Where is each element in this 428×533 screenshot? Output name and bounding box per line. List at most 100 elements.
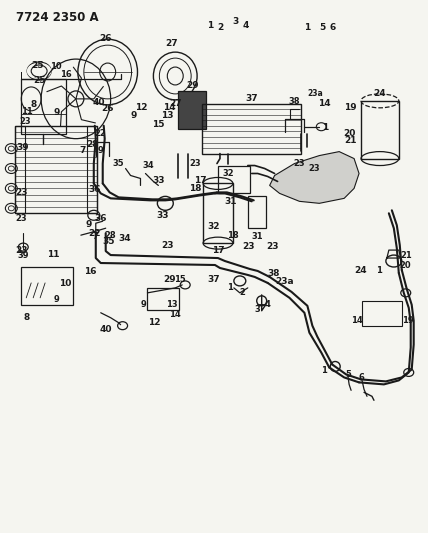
Text: 14: 14 bbox=[318, 99, 331, 108]
Text: 23: 23 bbox=[15, 214, 27, 223]
Text: 2: 2 bbox=[217, 23, 223, 33]
Bar bbox=[218, 166, 250, 193]
Text: 4: 4 bbox=[243, 21, 249, 30]
Text: 15: 15 bbox=[174, 276, 186, 285]
Text: 10: 10 bbox=[59, 279, 71, 288]
Text: 3: 3 bbox=[232, 17, 238, 26]
Text: 7: 7 bbox=[93, 232, 98, 241]
Text: 19: 19 bbox=[402, 316, 413, 325]
Text: 7: 7 bbox=[79, 147, 85, 156]
Ellipse shape bbox=[28, 64, 50, 78]
Text: 23a: 23a bbox=[275, 277, 294, 286]
Text: 26: 26 bbox=[99, 34, 112, 43]
Text: 4: 4 bbox=[265, 300, 270, 309]
Text: 1: 1 bbox=[376, 266, 382, 276]
Text: 21: 21 bbox=[345, 136, 357, 145]
Text: 24: 24 bbox=[354, 266, 367, 275]
Polygon shape bbox=[270, 151, 359, 203]
Bar bbox=[248, 196, 266, 228]
Text: 21: 21 bbox=[401, 251, 413, 260]
Text: 23a: 23a bbox=[307, 90, 323, 99]
Text: 17: 17 bbox=[194, 176, 207, 185]
Bar bbox=[203, 183, 233, 243]
Text: 39: 39 bbox=[18, 251, 29, 260]
Text: 18: 18 bbox=[227, 231, 239, 240]
Text: 8: 8 bbox=[23, 313, 30, 322]
Text: 13: 13 bbox=[161, 111, 173, 120]
Text: 23: 23 bbox=[294, 159, 305, 168]
Text: 12: 12 bbox=[136, 103, 148, 112]
Text: 8: 8 bbox=[30, 100, 36, 109]
Text: 23: 23 bbox=[267, 242, 279, 251]
Text: 39: 39 bbox=[16, 143, 29, 152]
Text: 14: 14 bbox=[163, 103, 175, 112]
Bar bbox=[361, 101, 399, 158]
Text: 31: 31 bbox=[224, 197, 236, 206]
Text: 28: 28 bbox=[105, 231, 116, 240]
Text: 36: 36 bbox=[95, 214, 107, 223]
Text: 9: 9 bbox=[54, 108, 60, 117]
Text: 33: 33 bbox=[156, 211, 169, 220]
Text: 20: 20 bbox=[399, 261, 410, 270]
Text: 34: 34 bbox=[119, 235, 131, 244]
Text: 6: 6 bbox=[330, 23, 336, 33]
Bar bbox=[178, 91, 206, 129]
Bar bbox=[15, 126, 97, 213]
Text: 37: 37 bbox=[245, 94, 258, 103]
Text: 10: 10 bbox=[50, 61, 62, 70]
Text: 35: 35 bbox=[113, 159, 125, 168]
Text: 32: 32 bbox=[207, 222, 220, 231]
Text: 25: 25 bbox=[31, 61, 44, 69]
Text: 28: 28 bbox=[86, 140, 99, 149]
Text: 5: 5 bbox=[345, 370, 351, 379]
Text: 20: 20 bbox=[343, 130, 355, 139]
Text: 23: 23 bbox=[15, 188, 28, 197]
Text: 1: 1 bbox=[322, 123, 329, 132]
Text: 33: 33 bbox=[152, 176, 165, 185]
Text: 1: 1 bbox=[227, 284, 233, 293]
Text: 23: 23 bbox=[309, 164, 320, 173]
Text: 9: 9 bbox=[130, 111, 137, 120]
Text: 16: 16 bbox=[83, 268, 96, 276]
Text: 32: 32 bbox=[222, 169, 234, 178]
Text: 14: 14 bbox=[169, 310, 181, 319]
Text: 27: 27 bbox=[165, 39, 178, 49]
Text: 29: 29 bbox=[163, 275, 176, 284]
Text: 36: 36 bbox=[89, 185, 101, 194]
Text: 5: 5 bbox=[319, 23, 326, 33]
Text: 15: 15 bbox=[152, 120, 165, 129]
Text: 23: 23 bbox=[19, 117, 31, 126]
Bar bbox=[362, 301, 402, 326]
Text: 1: 1 bbox=[304, 23, 311, 33]
Text: 34: 34 bbox=[143, 161, 154, 170]
Text: 37: 37 bbox=[208, 275, 220, 284]
Text: 40: 40 bbox=[93, 98, 105, 107]
Text: 31: 31 bbox=[252, 232, 264, 241]
Text: 26: 26 bbox=[101, 104, 114, 114]
Text: 13: 13 bbox=[166, 300, 178, 309]
Text: 22: 22 bbox=[95, 129, 107, 138]
Text: 29: 29 bbox=[186, 82, 199, 91]
Bar bbox=[147, 288, 179, 310]
Text: 18: 18 bbox=[189, 183, 201, 192]
Bar bbox=[87, 126, 97, 213]
Text: 11: 11 bbox=[47, 251, 59, 260]
Text: 3: 3 bbox=[255, 305, 261, 314]
Text: 7724 2350 A: 7724 2350 A bbox=[16, 11, 99, 25]
Text: 23: 23 bbox=[161, 241, 173, 250]
Text: 2: 2 bbox=[239, 288, 245, 297]
Text: 9: 9 bbox=[53, 295, 59, 304]
Bar bbox=[15, 126, 25, 213]
Text: 12: 12 bbox=[149, 318, 161, 327]
Text: 38: 38 bbox=[267, 269, 280, 278]
Text: 25: 25 bbox=[33, 76, 45, 85]
Text: 11: 11 bbox=[21, 107, 33, 116]
Text: 40: 40 bbox=[99, 325, 112, 334]
Text: 1: 1 bbox=[207, 21, 213, 30]
Bar bbox=[21, 267, 73, 305]
Text: 23: 23 bbox=[189, 159, 201, 168]
Text: 1: 1 bbox=[321, 366, 327, 375]
Text: 22: 22 bbox=[88, 229, 100, 238]
Text: 35: 35 bbox=[103, 237, 115, 246]
Text: 19: 19 bbox=[344, 103, 357, 112]
